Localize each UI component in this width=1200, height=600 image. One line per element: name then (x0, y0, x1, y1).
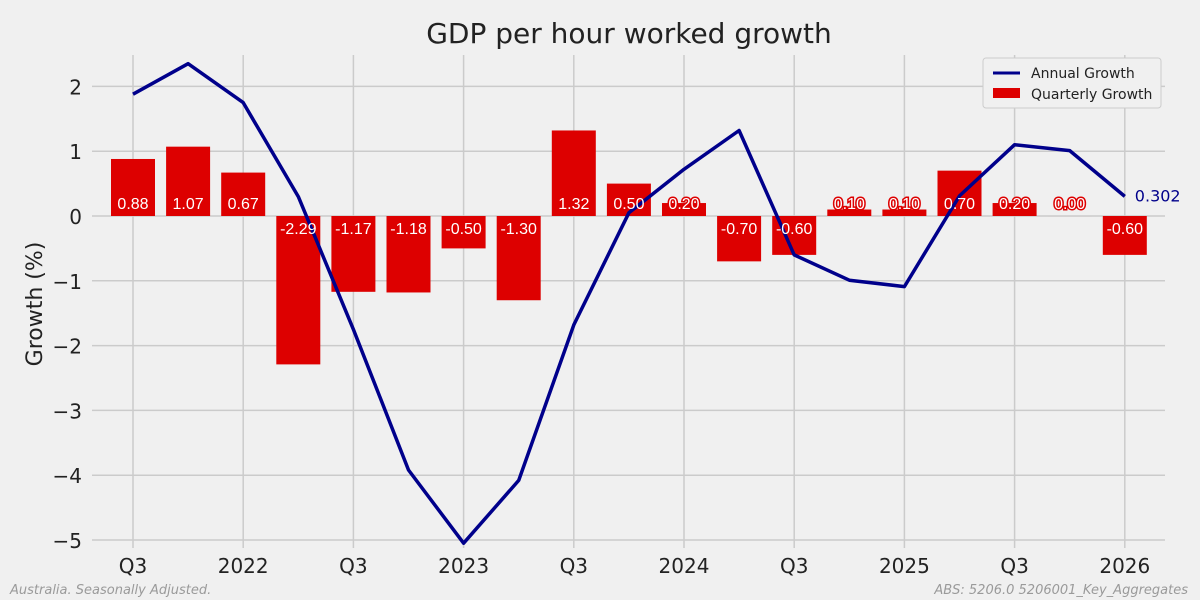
legend: Annual Growth Quarterly Growth (982, 57, 1162, 109)
x-tick-label: Q3 (780, 554, 808, 578)
footer-data-source: ABS: 5206.0 5206001_Key_Aggregates (934, 583, 1188, 598)
bar-value-labels: 0.88 1.07 0.67 -2.29 -1.17 -1.18 -0.50 -1.30 1.3… (117, 195, 1144, 239)
bar-value-label: 0.20 (668, 196, 699, 213)
quarterly-growth-bars (111, 130, 1147, 365)
bar-value-label: 0.70 (944, 196, 975, 213)
bar-value-label: 0.67 (228, 196, 259, 213)
bar-value-label: 1.32 (558, 196, 589, 213)
bar-value-label: -1.30 (500, 221, 537, 238)
annual-growth-line (132, 61, 1126, 545)
annual-growth-line-group (132, 61, 1126, 545)
bar-value-label: -1.18 (390, 221, 427, 238)
y-axis-label: Growth (%) (23, 242, 48, 367)
bar-value-label: -0.70 (721, 221, 758, 238)
bar-value-label: -0.60 (1107, 221, 1144, 238)
footer-source-note: Australia. Seasonally Adjusted. (10, 583, 212, 598)
x-tick-label: 2023 (438, 554, 489, 578)
y-tick-label: −2 (53, 335, 82, 359)
chart-title: GDP per hour worked growth (426, 17, 832, 50)
bar-value-label: 0.10 (834, 196, 865, 213)
annual-growth-end-annotation: 0.302 (1135, 186, 1181, 205)
x-axis-ticks: Q3 2022 Q3 2023 Q3 2024 Q3 2025 Q3 2026 (119, 554, 1150, 578)
grid-lines (92, 55, 1165, 548)
quarterly-growth-bar (166, 146, 211, 216)
bar-value-label: -0.50 (445, 221, 482, 238)
y-tick-label: 0 (69, 205, 82, 229)
x-tick-label: 2026 (1099, 554, 1150, 578)
legend-box (982, 57, 1162, 109)
quarterly-growth-bar (662, 203, 706, 216)
quarterly-growth-bar (551, 130, 596, 216)
quarterly-growth-bar (221, 172, 266, 216)
x-tick-label: Q3 (560, 554, 588, 578)
quarterly-growth-bar (717, 216, 762, 262)
legend-quarterly-growth-swatch (993, 88, 1020, 98)
quarterly-growth-bar (441, 216, 486, 249)
quarterly-growth-bar (992, 203, 1037, 216)
bar-value-label: 0.88 (117, 196, 148, 213)
x-tick-label: Q3 (119, 554, 147, 578)
y-tick-label: −5 (53, 529, 82, 553)
quarterly-growth-bar (111, 158, 155, 216)
y-tick-label: 2 (69, 75, 82, 99)
quarterly-growth-bar (827, 209, 872, 216)
bar-value-label: -1.17 (335, 221, 372, 238)
quarterly-growth-bar (496, 216, 541, 301)
bar-value-label: 0.00 (1054, 196, 1085, 213)
bar-value-label: 0.50 (613, 196, 644, 213)
quarterly-growth-bar (386, 216, 431, 293)
bar-value-label: -2.29 (280, 221, 317, 238)
x-tick-label: Q3 (1000, 554, 1028, 578)
y-tick-label: −4 (53, 464, 82, 488)
bar-value-label: 0.10 (889, 196, 920, 213)
x-tick-label: 2025 (879, 554, 930, 578)
bar-value-label: 0.20 (999, 196, 1030, 213)
bar-value-label: -0.60 (776, 221, 813, 238)
x-tick-label: Q3 (339, 554, 367, 578)
x-tick-label: 2024 (659, 554, 710, 578)
legend-annual-growth-label: Annual Growth (1031, 66, 1135, 82)
quarterly-growth-bar (882, 209, 927, 216)
x-tick-label: 2022 (218, 554, 269, 578)
y-axis-ticks: 2 1 0 −1 −2 −3 −4 −5 (53, 75, 82, 553)
quarterly-growth-bar (331, 216, 376, 292)
y-tick-label: −1 (53, 270, 82, 294)
quarterly-growth-bar (276, 216, 321, 365)
y-tick-label: −3 (53, 399, 82, 423)
y-tick-label: 1 (69, 140, 82, 164)
quarterly-growth-bar (1102, 216, 1147, 255)
bar-value-label: 1.07 (173, 196, 204, 213)
quarterly-growth-bar (937, 170, 982, 216)
legend-quarterly-growth-label: Quarterly Growth (1031, 87, 1152, 103)
